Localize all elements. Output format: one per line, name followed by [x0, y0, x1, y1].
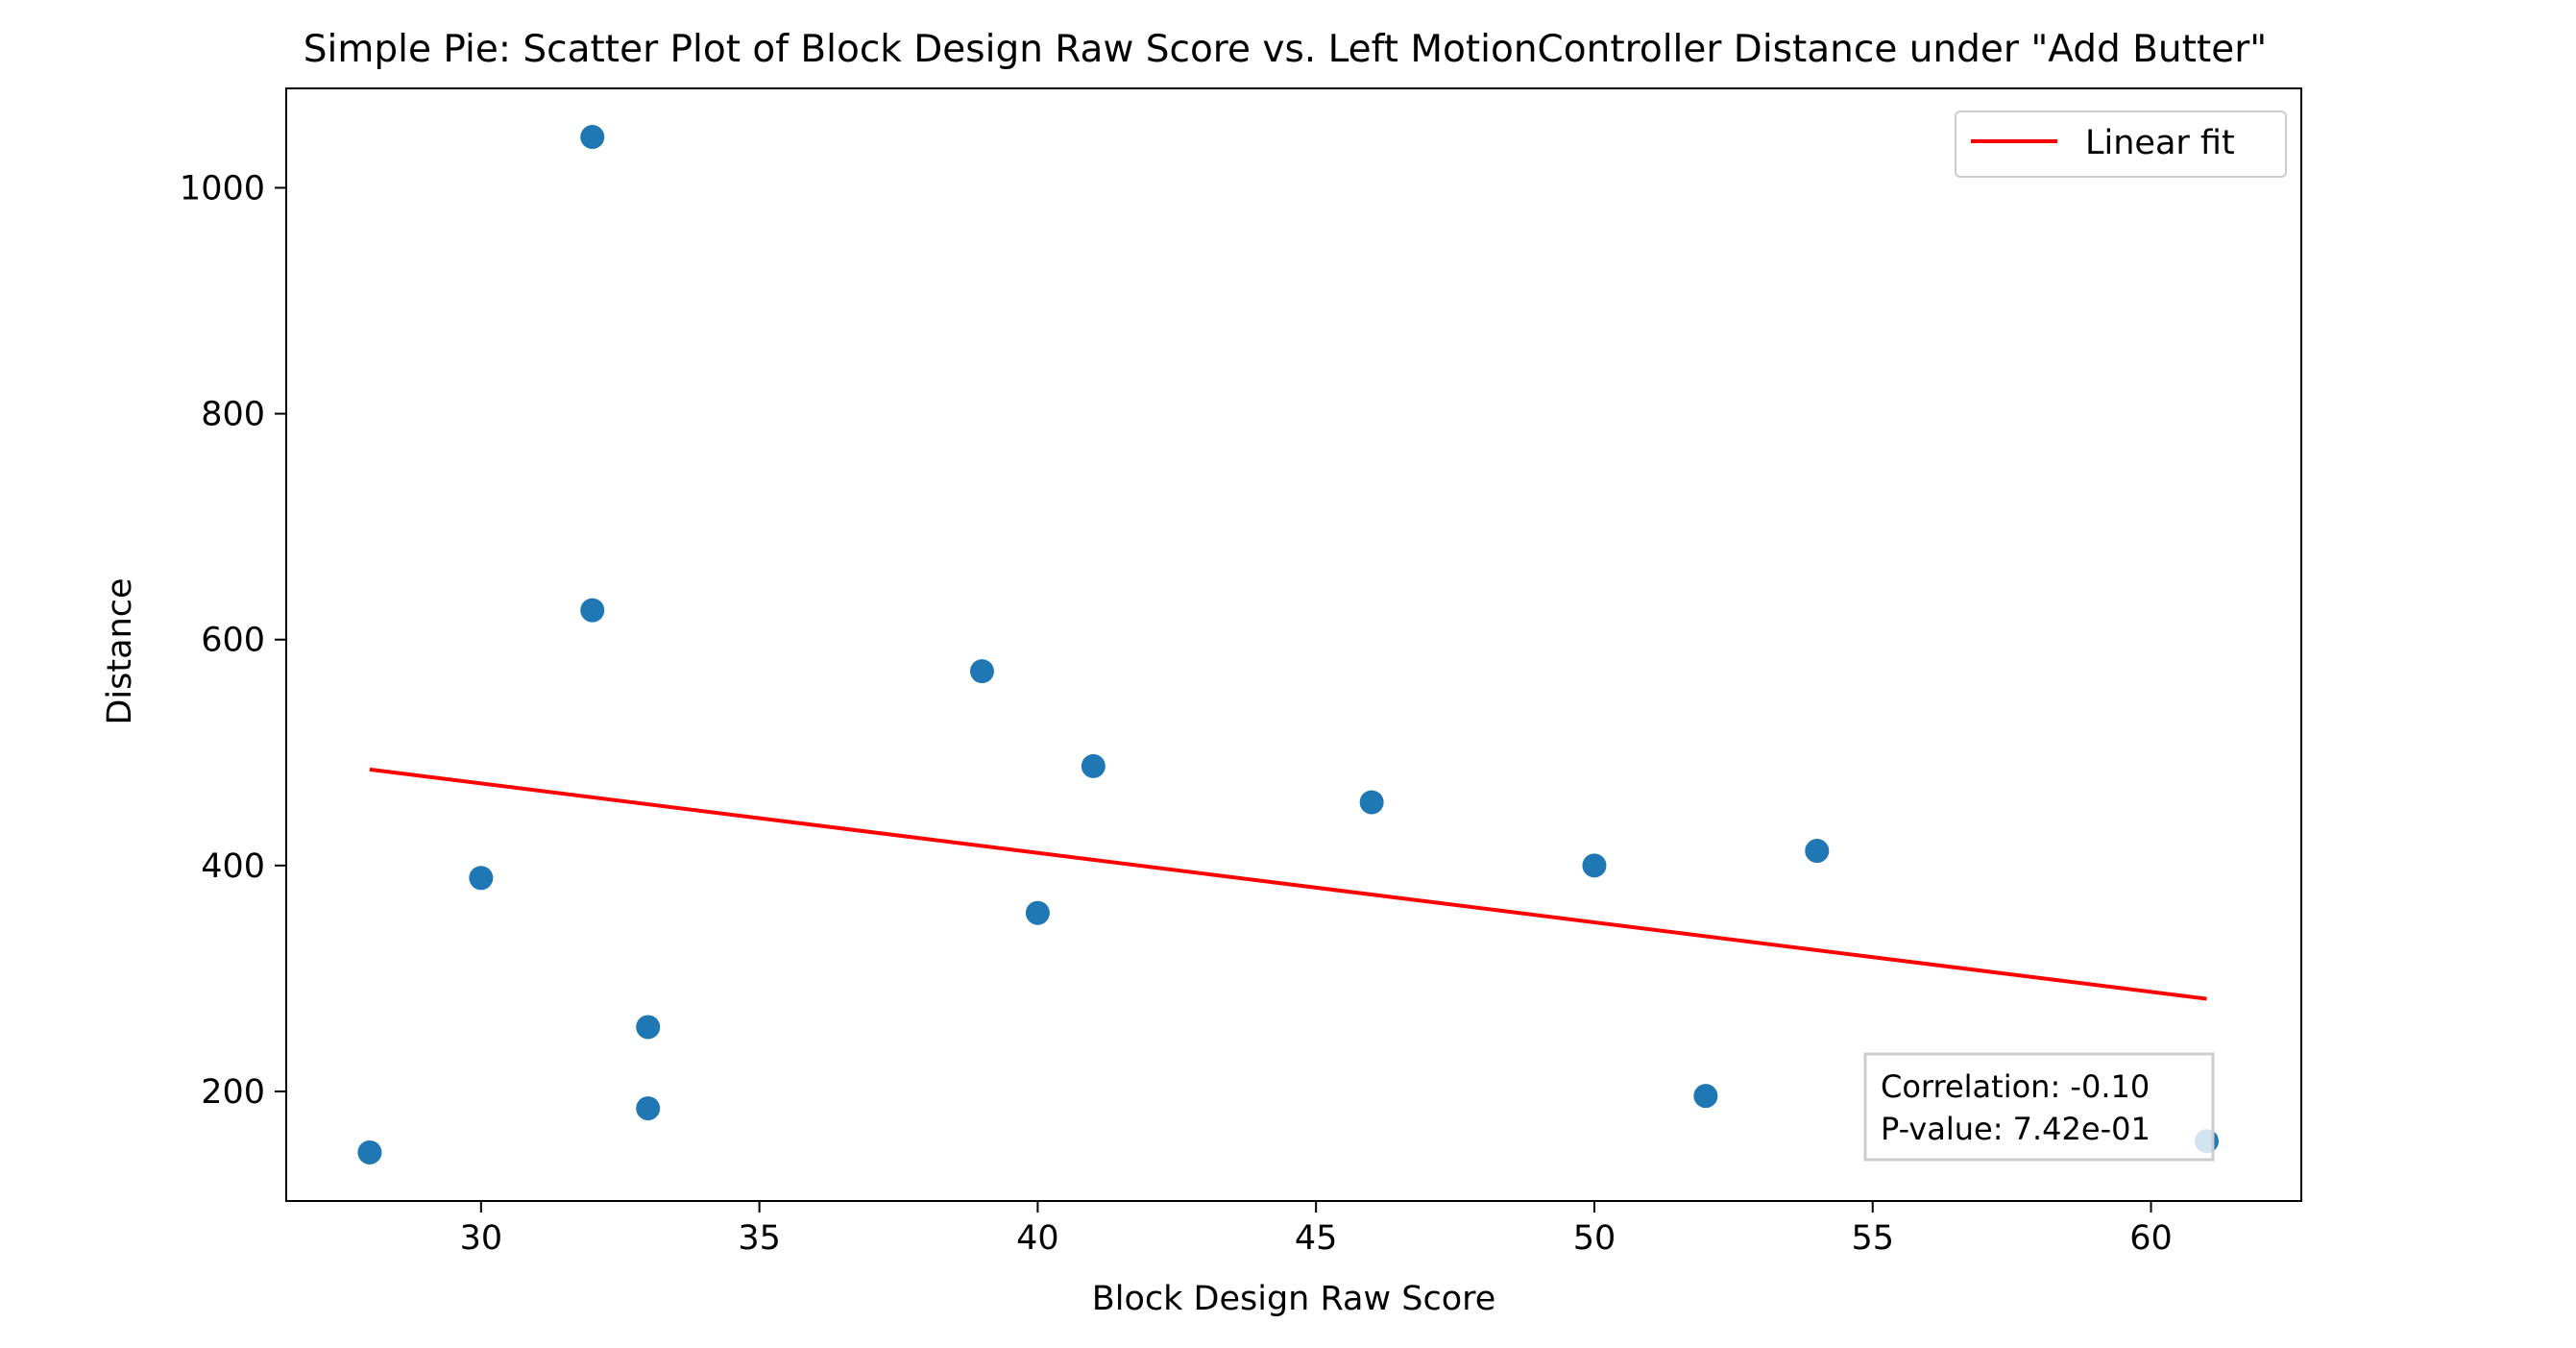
data-point — [469, 866, 494, 891]
data-point — [580, 598, 605, 623]
data-point — [357, 1140, 382, 1164]
data-point — [1693, 1084, 1718, 1109]
x-tick-label: 30 — [460, 1219, 503, 1258]
data-point — [1805, 839, 1830, 864]
x-tick-label: 45 — [1295, 1219, 1338, 1258]
x-tick-label: 60 — [2129, 1219, 2173, 1258]
data-point — [1359, 790, 1384, 815]
y-tick-label: 600 — [201, 622, 265, 660]
y-tick-label: 400 — [201, 847, 265, 886]
x-tick-label: 40 — [1016, 1219, 1059, 1258]
p-value-label: P-value: 7.42e-01 — [1881, 1111, 2151, 1147]
legend-label-linear-fit: Linear fit — [2085, 124, 2235, 162]
y-axis-label: Distance — [101, 577, 139, 724]
data-point — [1582, 853, 1607, 878]
data-point — [636, 1096, 661, 1121]
plot-area: 30 35 40 45 50 55 60 200 400 600 800 1000 Correlatio… — [180, 87, 2302, 1258]
chart-title: Simple Pie: Scatter Plot of Block Design… — [304, 28, 2267, 71]
legend: Linear fit — [1955, 110, 2287, 178]
x-tick-label: 35 — [738, 1219, 781, 1258]
correlation-label: Correlation: -0.10 — [1881, 1068, 2150, 1105]
axes-frame — [285, 87, 2302, 1202]
data-point — [1081, 753, 1106, 778]
data-point — [1025, 900, 1050, 925]
data-point — [580, 125, 605, 150]
x-tick-label: 55 — [1851, 1219, 1894, 1258]
y-tick-label: 800 — [201, 396, 265, 434]
linear-fit-line — [369, 767, 2207, 1001]
y-tick-label: 200 — [201, 1073, 265, 1112]
y-tick-label: 1000 — [180, 169, 265, 208]
x-axis-label: Block Design Raw Score — [1092, 1280, 1496, 1318]
stats-box — [1863, 1052, 2215, 1162]
x-tick-label: 50 — [1573, 1219, 1616, 1258]
data-point — [636, 1015, 661, 1040]
legend-frame — [1955, 110, 2287, 178]
data-point — [969, 659, 994, 684]
